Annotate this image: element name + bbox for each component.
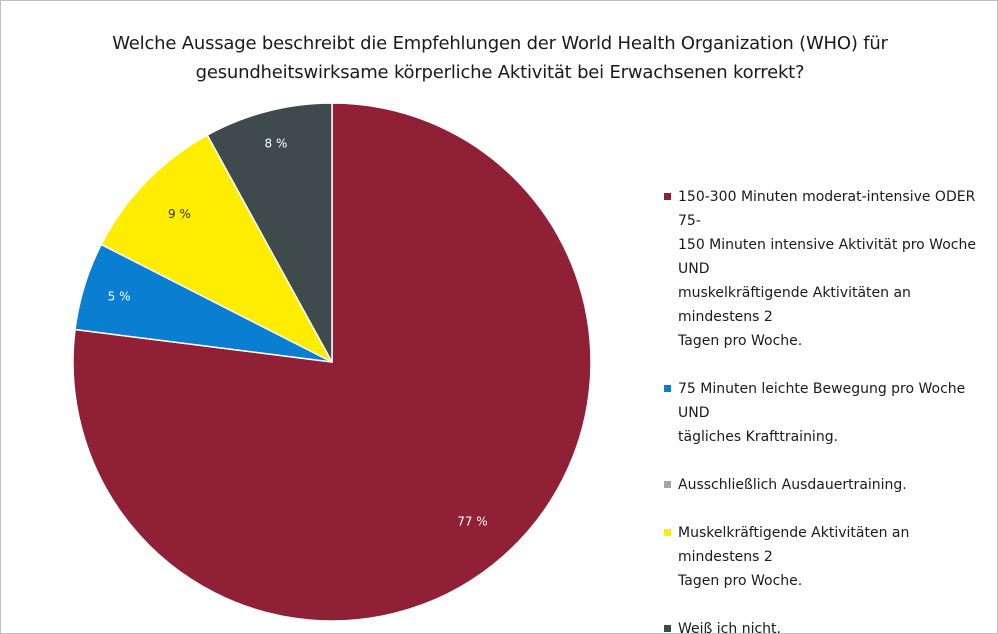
legend-item-2: Ausschließlich Ausdauertraining. xyxy=(664,473,989,497)
legend-item-3: Muskelkräftigende Aktivitäten an mindest… xyxy=(664,521,989,593)
legend-label-1-line-1: tägliches Krafttraining. xyxy=(678,429,839,445)
legend-label-1-line-0: 75 Minuten leichte Bewegung pro Woche UN… xyxy=(678,381,966,421)
legend-swatch-0 xyxy=(664,193,671,200)
legend-swatch-4 xyxy=(664,625,671,632)
legend-label-0-line-3: Tagen pro Woche. xyxy=(678,333,803,349)
legend-label-3-line-0: Muskelkräftigende Aktivitäten an mindest… xyxy=(678,525,910,565)
legend: 150-300 Minuten moderat-intensive ODER 7… xyxy=(664,185,989,634)
legend-swatch-2 xyxy=(664,481,671,488)
legend-label-0-line-1: 150 Minuten intensive Aktivität pro Woch… xyxy=(678,237,976,277)
legend-label-3-line-1: Tagen pro Woche. xyxy=(678,573,803,589)
chart-title-line-1: Welche Aussage beschreibt die Empfehlung… xyxy=(112,33,888,54)
legend-label-0-line-2: muskelkräftigende Aktivitäten an mindest… xyxy=(678,285,911,325)
slice-label-4: 8 % xyxy=(265,137,288,151)
legend-swatch-3 xyxy=(664,529,671,536)
legend-label-2-line-0: Ausschließlich Ausdauertraining. xyxy=(678,477,907,493)
legend-label-4-line-0: Weiß ich nicht. xyxy=(678,621,781,634)
chart-title-line-2: gesundheitswirksame körperliche Aktivitä… xyxy=(195,62,805,83)
pie-slice-3 xyxy=(100,134,333,363)
slice-label-1: 5 % xyxy=(108,290,131,304)
legend-item-0: 150-300 Minuten moderat-intensive ODER 7… xyxy=(664,185,989,353)
legend-label-0-line-0: 150-300 Minuten moderat-intensive ODER 7… xyxy=(678,189,976,229)
legend-item-1: 75 Minuten leichte Bewegung pro Woche UN… xyxy=(664,377,989,449)
pie-slice-4 xyxy=(206,102,333,363)
chart-title: Welche Aussage beschreibt die Empfehlung… xyxy=(1,29,997,87)
slice-label-0: 77 % xyxy=(457,514,488,528)
legend-swatch-1 xyxy=(664,385,671,392)
slice-label-3: 9 % xyxy=(168,207,191,221)
legend-item-4: Weiß ich nicht. xyxy=(664,617,989,634)
